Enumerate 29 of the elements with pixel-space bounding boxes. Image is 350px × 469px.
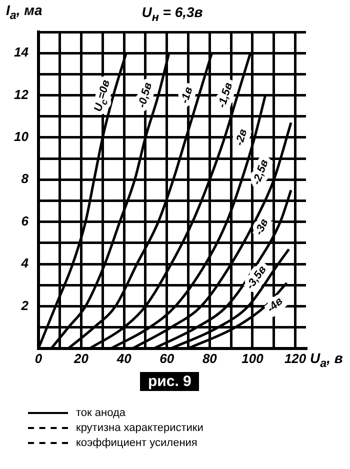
- text: -1в: [178, 85, 196, 105]
- y-tick-label: 8: [21, 171, 30, 186]
- text: коэффициент усиления: [76, 437, 198, 449]
- text: -2,5в: [250, 158, 272, 186]
- text: -3в: [253, 216, 271, 238]
- x-tick-label: 20: [73, 350, 90, 366]
- text: -2в: [234, 128, 250, 147]
- y-tick-label: 4: [20, 256, 30, 271]
- y-tick-label: 14: [14, 44, 30, 60]
- chart-title: U$_{н}$ = 6,3в: [142, 4, 203, 24]
- x-tick-label: 0: [34, 350, 43, 366]
- text: -1,5в: [216, 80, 236, 110]
- x-tick-label: 60: [160, 350, 175, 366]
- text: крутизна характеристики: [76, 422, 204, 434]
- x-axis-title: U$_{а}$, в: [310, 350, 343, 370]
- y-tick-label: 10: [14, 129, 30, 144]
- x-tick-label: 100: [242, 350, 264, 366]
- text: рис. 9: [140, 372, 200, 391]
- y-tick-label: 2: [20, 298, 30, 313]
- text: Uс=0в: [92, 78, 113, 113]
- x-tick-label: 40: [116, 350, 132, 366]
- y-tick-label: 6: [21, 213, 30, 228]
- text: ток анода: [76, 407, 126, 419]
- x-tick-label: 120: [284, 350, 307, 366]
- y-axis-title: I$_{а}$, ма: [6, 2, 42, 22]
- x-tick-label: 80: [202, 350, 218, 366]
- y-tick-label: 12: [14, 86, 30, 102]
- text: -0,5в: [136, 81, 155, 110]
- text: -4в: [264, 295, 286, 316]
